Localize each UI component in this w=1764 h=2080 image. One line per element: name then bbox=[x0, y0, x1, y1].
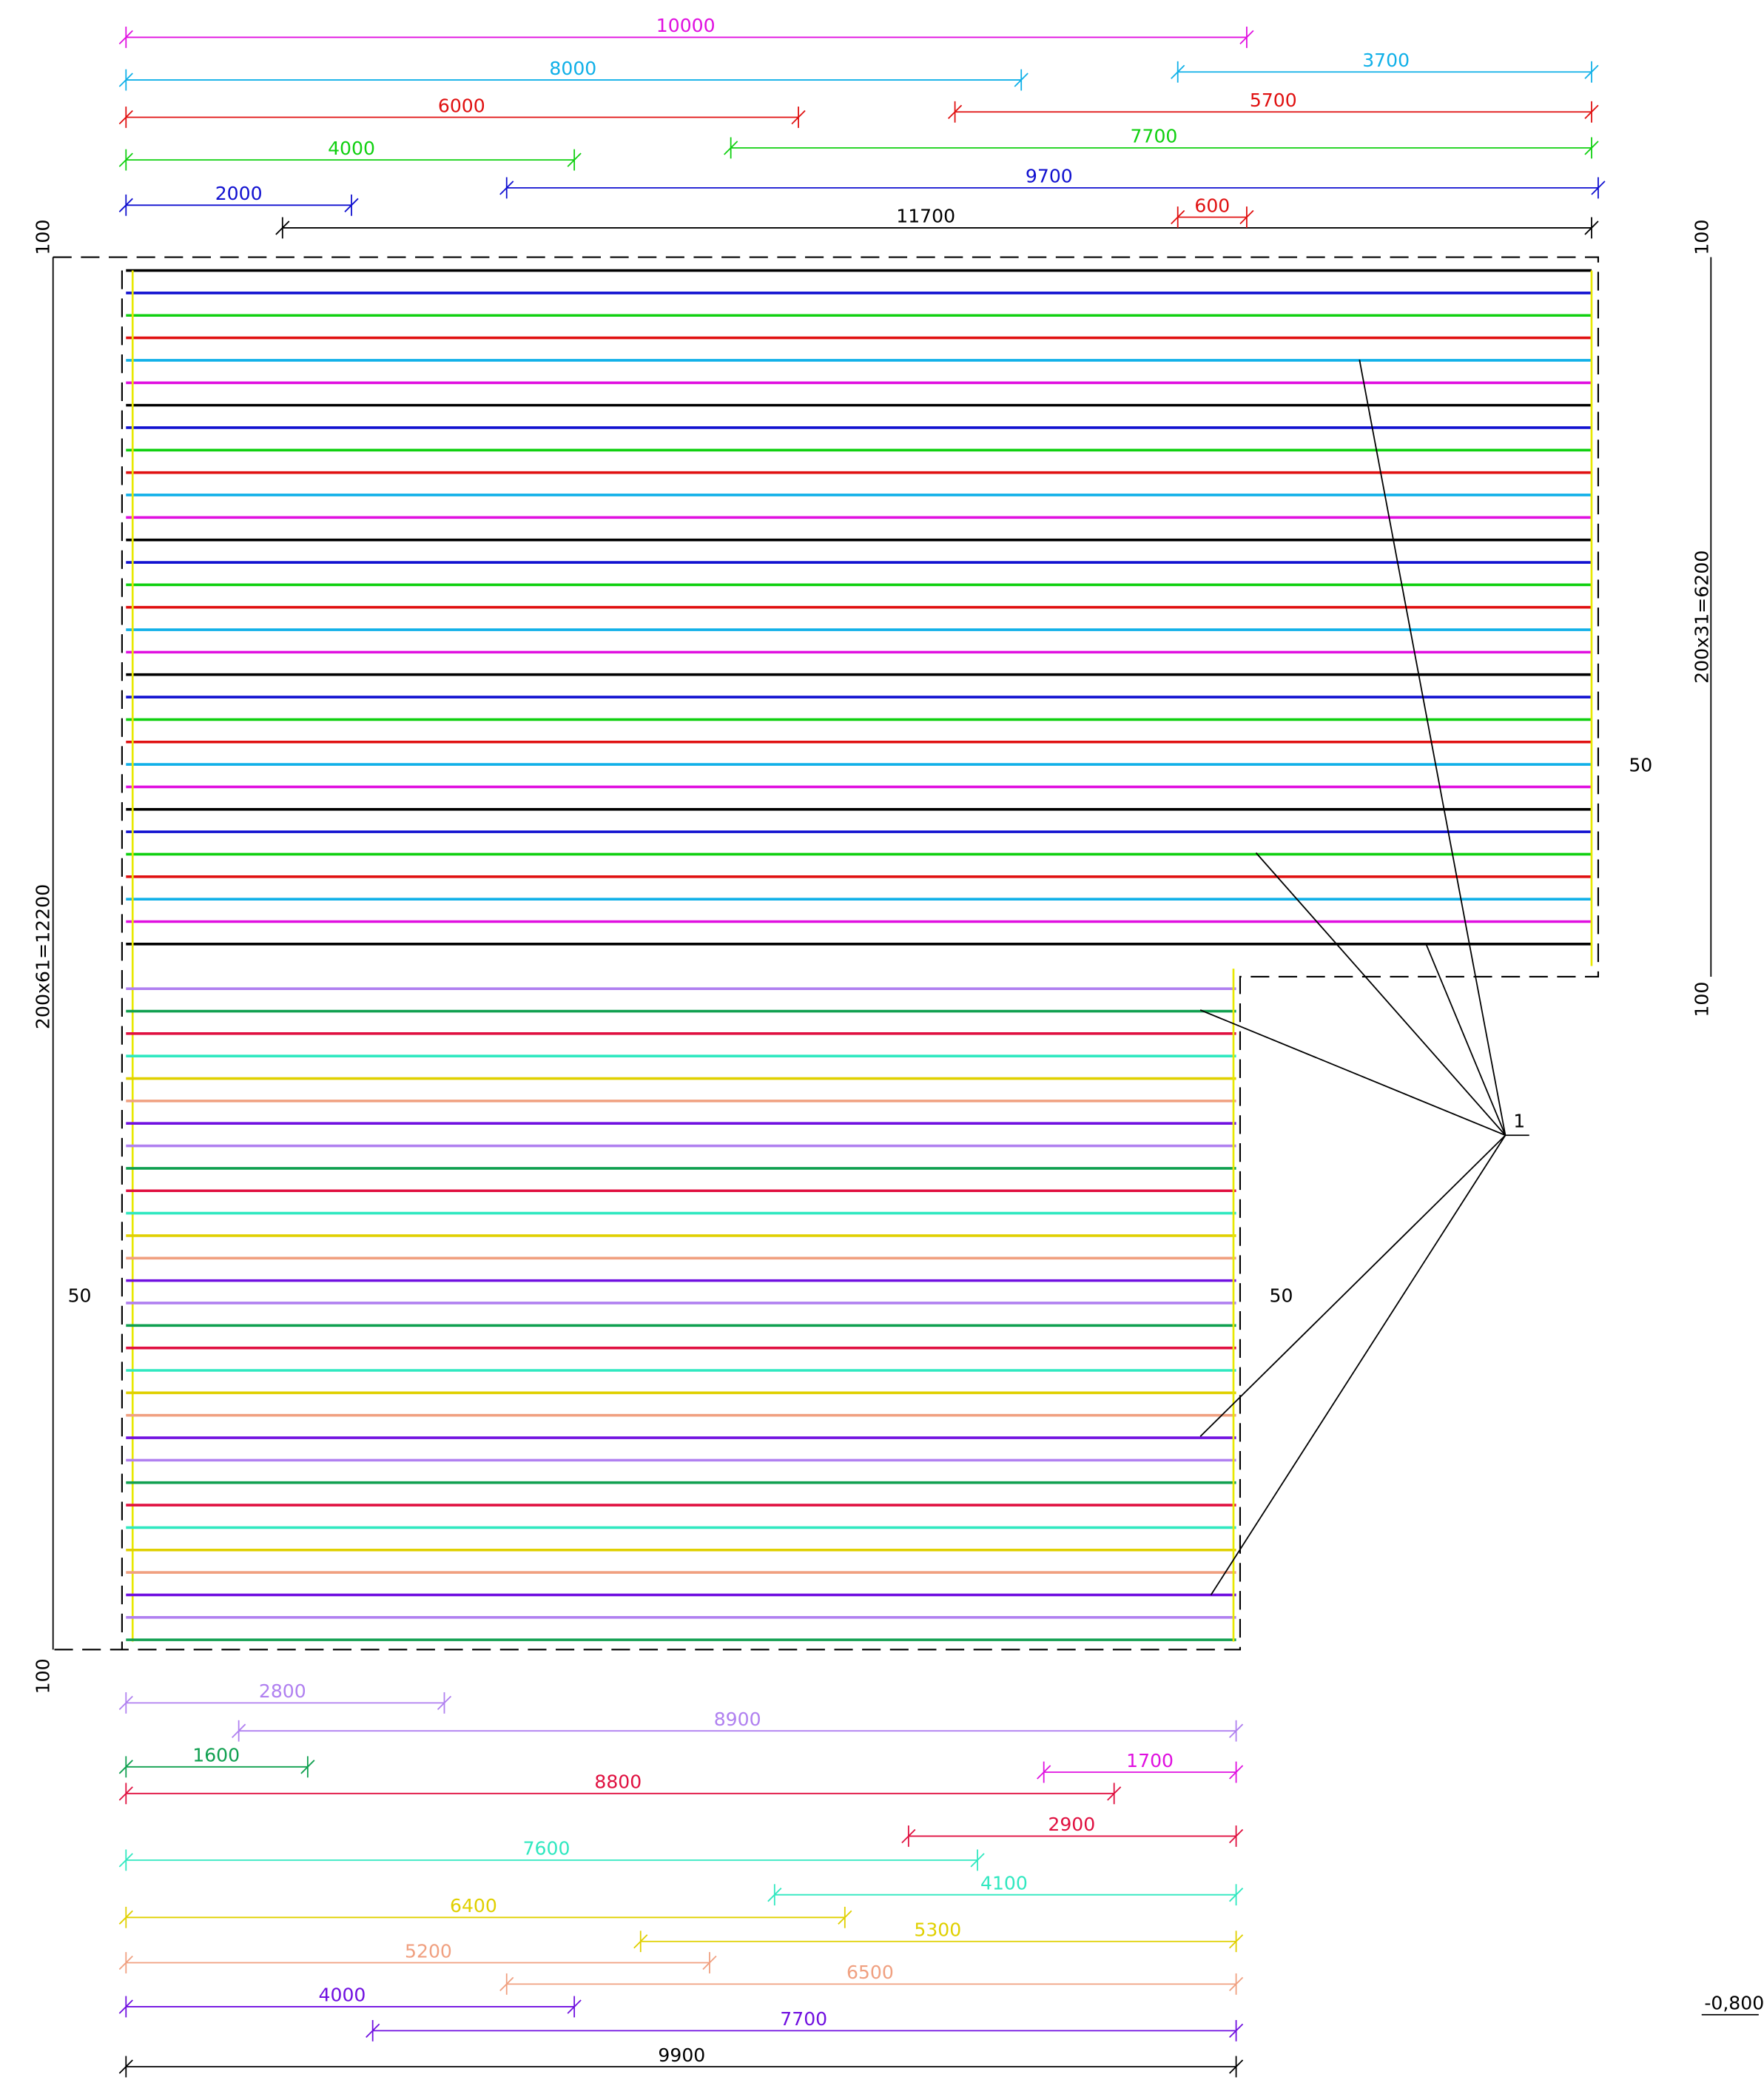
dimension-label: 1600 bbox=[192, 1745, 240, 1766]
dimension-label: 5300 bbox=[914, 1919, 961, 1940]
level-mark: -0,800 bbox=[1704, 1993, 1764, 2014]
side-dimension-label: 50 bbox=[1629, 755, 1652, 776]
dimension-label: 6400 bbox=[450, 1895, 497, 1916]
dimension-label: 4100 bbox=[980, 1872, 1028, 1894]
drawing: 1000080006000400020001170097007700570037… bbox=[0, 0, 1764, 2080]
dimension-label: 4000 bbox=[319, 1985, 366, 2006]
dimension-label: 6500 bbox=[846, 1962, 894, 1983]
side-dimension-label: 200x61=12200 bbox=[32, 884, 53, 1029]
dimension-label: 8900 bbox=[714, 1709, 761, 1730]
side-dimension-label: 200x31=6200 bbox=[1691, 551, 1713, 684]
side-dimension-label: 100 bbox=[32, 1658, 53, 1694]
rebar-group bbox=[126, 271, 1592, 1642]
dimension-label: 10000 bbox=[656, 15, 716, 36]
dimension-label: 5200 bbox=[405, 1940, 452, 1962]
dimension-label: 5700 bbox=[1250, 90, 1297, 111]
leader bbox=[1359, 360, 1505, 1135]
dimension-label: 8000 bbox=[549, 58, 596, 79]
dimension-group: 1000080006000400020001170097007700570037… bbox=[32, 15, 1712, 2077]
dimension-label: 600 bbox=[1194, 195, 1230, 216]
dimension-label: 2900 bbox=[1048, 1814, 1095, 1835]
leader bbox=[1256, 852, 1505, 1135]
side-dimension-label: 100 bbox=[32, 219, 53, 255]
side-dimension-label: 50 bbox=[1270, 1285, 1293, 1306]
dimension-label: 7700 bbox=[780, 2008, 827, 2030]
leader bbox=[1200, 1135, 1505, 1436]
leader bbox=[1211, 1135, 1506, 1595]
dimension-label: 3700 bbox=[1362, 50, 1410, 71]
dimension-label: 9700 bbox=[1026, 166, 1073, 187]
dimension-label: 7700 bbox=[1131, 126, 1178, 147]
dimension-label: 2000 bbox=[215, 183, 263, 204]
leader bbox=[1200, 1010, 1505, 1135]
dimension-label: 7600 bbox=[523, 1838, 570, 1859]
dimension-label: 6000 bbox=[438, 95, 485, 116]
side-dimension-label: 50 bbox=[68, 1285, 92, 1306]
dimension-label: 11700 bbox=[896, 206, 955, 227]
leader-label: 1 bbox=[1513, 1110, 1525, 1131]
side-dimension-label: 100 bbox=[1691, 982, 1713, 1017]
dimension-label: 1700 bbox=[1126, 1750, 1174, 1771]
dimension-label: 4000 bbox=[328, 138, 375, 159]
side-dimension-label: 100 bbox=[1691, 219, 1713, 255]
outline bbox=[53, 258, 1598, 1650]
dimension-label: 9900 bbox=[658, 2044, 705, 2066]
dimension-label: 8800 bbox=[594, 1771, 642, 1793]
slab-outline bbox=[53, 258, 1598, 1650]
dimension-label: 2800 bbox=[259, 1680, 306, 1702]
leader bbox=[1426, 943, 1506, 1135]
